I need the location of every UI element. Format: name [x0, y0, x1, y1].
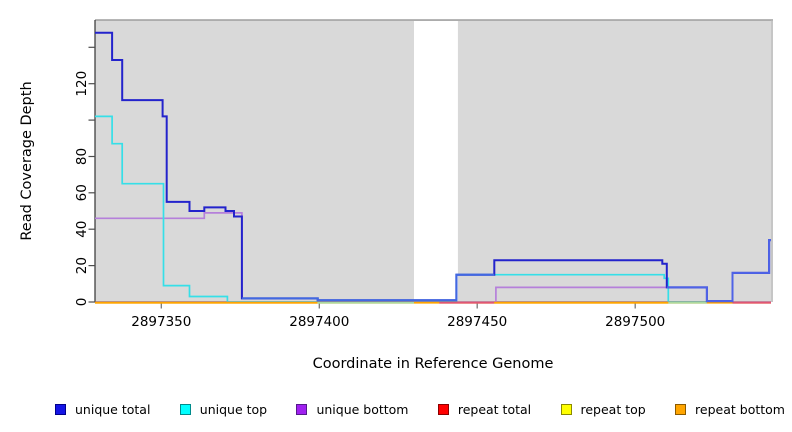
legend-label: unique bottom	[316, 401, 409, 417]
x-axis-title: Coordinate in Reference Genome	[312, 356, 554, 372]
y-tick-label: 120	[74, 71, 90, 97]
legend-label: repeat total	[457, 401, 532, 417]
legend-item-unique-top: unique top	[179, 401, 268, 417]
legend-item-unique-total: unique total	[55, 402, 150, 417]
legend-item-repeat-bottom: repeat bottom	[675, 402, 785, 417]
legend-label: unique total	[75, 401, 151, 417]
x-tick-label: 2897400	[289, 314, 349, 330]
legend-label: repeat top	[580, 401, 646, 417]
y-tick-label: 0	[74, 298, 90, 307]
legend-item-unique-bottom: unique bottom	[296, 401, 409, 417]
legend-item-repeat-top: repeat top	[560, 401, 646, 417]
y-tick-label: 80	[74, 148, 90, 165]
unique-top-swatch-icon	[179, 403, 191, 415]
x-tick-label: 2897450	[447, 314, 507, 330]
coverage-gap-band	[414, 21, 458, 302]
repeat-bottom-swatch-icon	[675, 403, 687, 415]
repeat-top-swatch-icon	[560, 403, 572, 415]
unique-total-swatch-icon	[55, 403, 66, 415]
unique-bottom-swatch-icon	[296, 403, 308, 415]
legend-label: unique top	[199, 401, 268, 417]
y-axis-title: Read Coverage Depth	[19, 81, 35, 241]
series-unique-total-highlight	[666, 239, 771, 303]
y-tick-label: 20	[74, 257, 90, 274]
x-tick-label: 2897350	[131, 314, 191, 330]
legend-item-repeat-total: repeat total	[437, 401, 532, 417]
y-tick-label: 40	[74, 221, 90, 238]
legend: unique total unique top unique bottom re…	[55, 398, 785, 420]
repeat-total-swatch-icon	[437, 403, 449, 415]
series-unique-total-highlight	[241, 273, 495, 302]
y-tick-label: 60	[74, 184, 90, 201]
x-tick-label: 2897500	[605, 314, 665, 330]
legend-label: repeat bottom	[695, 401, 785, 417]
